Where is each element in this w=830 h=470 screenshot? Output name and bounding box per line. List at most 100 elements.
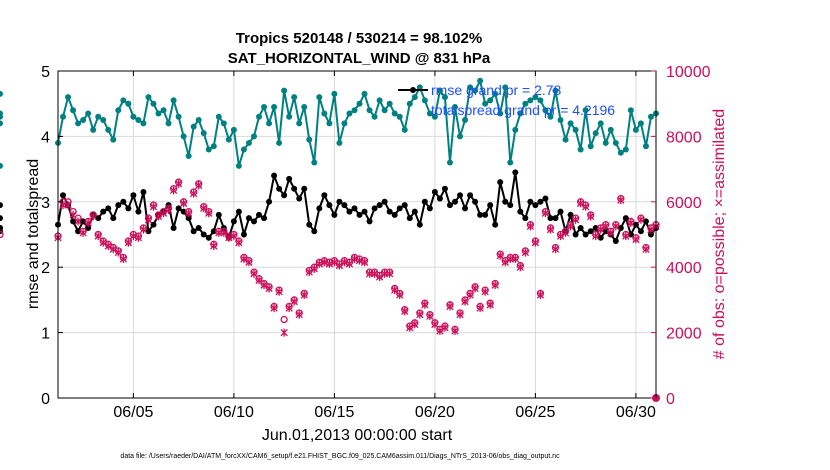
- totalspread-point: [80, 117, 87, 124]
- obs-assimilated-point: [406, 323, 414, 332]
- legend: rmse grand pr = 2.78 totalspread grand p…: [398, 82, 615, 118]
- rmse-point: [371, 205, 378, 212]
- totalspread-point: [512, 126, 519, 133]
- totalspread-point: [130, 113, 137, 120]
- rmse-point: [632, 221, 639, 228]
- totalspread-point: [160, 107, 167, 114]
- obs-assimilated-point: [195, 181, 203, 190]
- totalspread-point: [602, 139, 609, 146]
- obs-assimilated-point: [592, 232, 600, 241]
- rmse-point: [286, 175, 293, 182]
- obs-assimilated-point: [401, 307, 409, 316]
- rmse-point: [215, 211, 222, 218]
- obs-assimilated-point: [275, 287, 283, 296]
- obs-assimilated-point: [476, 304, 484, 313]
- y-right-axis-ticks: 0 2000 4000 6000 8000 10000: [651, 64, 711, 408]
- totalspread-point: [547, 113, 554, 120]
- rmse-point: [647, 231, 654, 238]
- y-axis-ticks: 0 1 2 3 4 5: [41, 64, 63, 408]
- totalspread-point: [250, 133, 257, 140]
- series-obs_assimilated: [55, 179, 660, 337]
- rmse-point: [477, 211, 484, 218]
- rmse-point: [180, 208, 187, 215]
- rmse-point: [637, 228, 644, 235]
- totalspread-point: [245, 139, 252, 146]
- rmse-point: [110, 215, 117, 222]
- obs-assimilated-point: [375, 273, 384, 282]
- rmse-point: [451, 198, 458, 205]
- rmse-point: [130, 192, 137, 199]
- totalspread-point: [286, 113, 293, 120]
- obs-assimilated-point: [320, 258, 328, 267]
- totalspread-point: [637, 120, 644, 127]
- obs-assimilated-point: [486, 300, 494, 309]
- obs-assimilated-point: [174, 179, 183, 188]
- totalspread-point: [225, 136, 232, 143]
- totalspread-point: [457, 133, 464, 140]
- obs-assimilated-point: [295, 310, 303, 319]
- totalspread-point: [532, 94, 539, 101]
- obs-assimilated-point: [637, 215, 645, 224]
- x-tick-label: 06/25: [515, 404, 555, 421]
- rmse-point: [467, 192, 474, 199]
- rmse-point: [622, 215, 629, 222]
- obs-assimilated-point: [370, 269, 379, 278]
- totalspread-point: [507, 159, 514, 166]
- obs-assimilated-point: [556, 232, 565, 241]
- rmse-point: [276, 185, 283, 192]
- totalspread-point: [622, 146, 629, 153]
- rmse-point: [200, 231, 207, 238]
- totalspread-point: [431, 113, 438, 120]
- rmse-point: [311, 228, 318, 235]
- obs-assimilated-point: [290, 297, 298, 306]
- obs-assimilated-point: [396, 290, 404, 299]
- rmse-point: [100, 208, 107, 215]
- totalspread-point: [472, 87, 479, 94]
- series-totalspread: [0, 77, 659, 169]
- totalspread-point: [185, 153, 192, 160]
- totalspread-point: [200, 130, 207, 137]
- rmse-point: [366, 218, 373, 225]
- totalspread-point: [642, 143, 649, 150]
- obs-assimilated-point: [265, 284, 273, 293]
- rmse-point: [512, 169, 519, 176]
- y-tick-label: 1: [41, 326, 50, 343]
- rmse-point: [125, 205, 132, 212]
- obs-assimilated-point: [607, 228, 615, 237]
- obs-assimilated-point: [421, 300, 429, 309]
- x-axis-ticks: 06/05 06/10 06/15 06/20 06/25 06/30: [113, 71, 656, 421]
- totalspread-point: [617, 149, 624, 156]
- obs-assimilated-point: [587, 212, 595, 221]
- totalspread-point: [120, 97, 127, 104]
- rmse-point: [391, 211, 398, 218]
- obs-assimilated-point: [74, 217, 82, 226]
- rmse-point: [120, 198, 127, 205]
- rmse-point: [411, 208, 418, 215]
- obs-assimilated-point: [632, 235, 640, 244]
- rmse-point: [457, 192, 464, 199]
- totalspread-point: [276, 139, 283, 146]
- obs-assimilated-point: [300, 290, 308, 299]
- totalspread-point: [467, 84, 474, 91]
- totalspread-point: [125, 100, 132, 107]
- obs-assimilated-point: [617, 196, 625, 205]
- rmse-point: [341, 202, 348, 209]
- rmse-point: [135, 208, 142, 215]
- totalspread-point: [271, 103, 278, 110]
- rmse-point: [195, 224, 202, 231]
- obs-assimilated-point: [124, 238, 133, 247]
- rmse-point: [381, 198, 388, 205]
- totalspread-point: [175, 113, 182, 120]
- totalspread-point: [230, 126, 237, 133]
- obs-assimilated-point: [94, 232, 102, 241]
- totalspread-point: [100, 117, 107, 124]
- totalspread-point: [0, 120, 3, 127]
- obs-assimilated-point: [516, 263, 524, 272]
- legend-rmse-label: rmse grand pr = 2.78: [431, 82, 562, 98]
- obs-assimilated-point: [451, 326, 459, 335]
- obs-assimilated-point: [466, 290, 474, 299]
- totalspread-point: [451, 103, 458, 110]
- rmse-point: [587, 228, 594, 235]
- obs-assimilated-point: [164, 205, 173, 214]
- rmse-point: [532, 202, 539, 209]
